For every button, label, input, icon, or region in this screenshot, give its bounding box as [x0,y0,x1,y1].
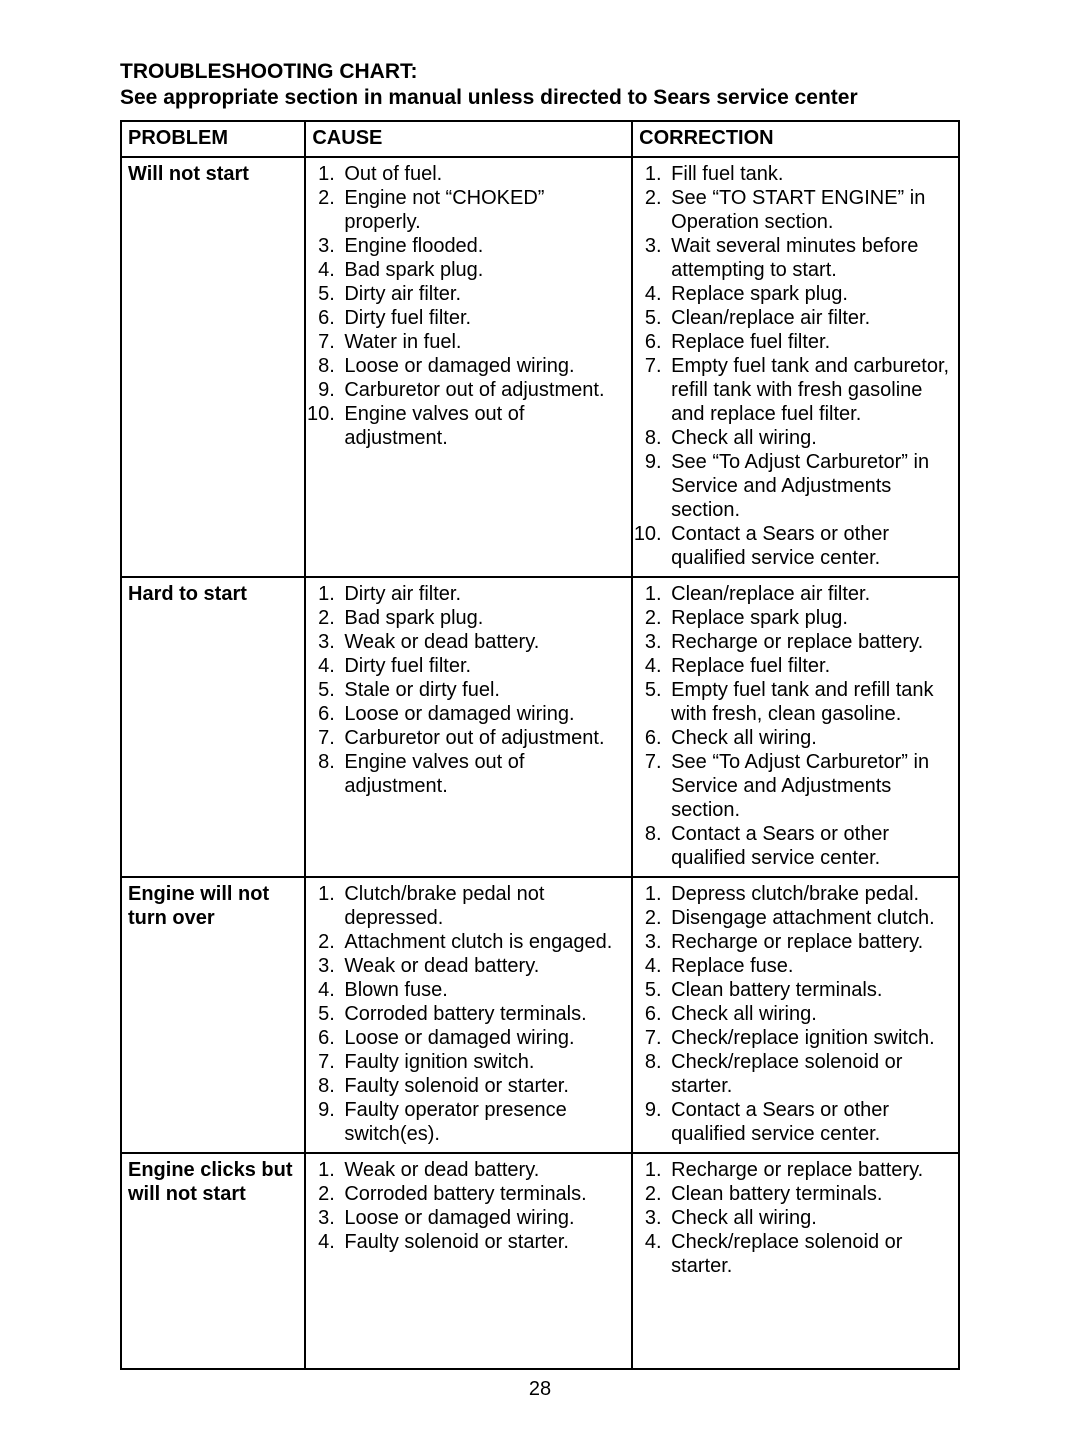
list-item: Fill fuel tank. [667,162,952,186]
cause-cell: Dirty air filter.Bad spark plug.Weak or … [305,577,632,877]
problem-cell: Engine will not turn over [121,877,305,1153]
cause-cell: Weak or dead battery.Corroded battery te… [305,1153,632,1369]
list-item: Loose or damaged wiring. [340,1206,625,1230]
list-item: Out of fuel. [340,162,625,186]
list-item: Loose or damaged wiring. [340,702,625,726]
correction-list: Fill fuel tank.See “TO START ENGINE” in … [639,162,952,570]
cause-list: Out of fuel.Engine not “CHOKED” properly… [312,162,625,450]
troubleshooting-page: TROUBLESHOOTING CHART: See appropriate s… [0,0,1080,1441]
list-item: Recharge or replace battery. [667,1158,952,1182]
problem-cell: Will not start [121,157,305,577]
list-item: Contact a Sears or other qualified servi… [667,522,952,570]
list-item: Loose or damaged wiring. [340,354,625,378]
list-item: Replace spark plug. [667,282,952,306]
correction-list: Depress clutch/brake pedal.Disengage att… [639,882,952,1146]
list-item: Faulty operator presence switch(es). [340,1098,625,1146]
correction-cell: Depress clutch/brake pedal.Disengage att… [632,877,959,1153]
list-item: Bad spark plug. [340,258,625,282]
col-header-problem: PROBLEM [121,121,305,157]
list-item: Dirty air filter. [340,582,625,606]
list-item: See “TO START ENGINE” in Operation secti… [667,186,952,234]
list-item: Check all wiring. [667,426,952,450]
list-item: Replace fuel filter. [667,330,952,354]
cause-list: Weak or dead battery.Corroded battery te… [312,1158,625,1254]
cause-list: Clutch/brake pedal not depressed.Attachm… [312,882,625,1146]
col-header-cause: CAUSE [305,121,632,157]
cause-cell: Clutch/brake pedal not depressed.Attachm… [305,877,632,1153]
list-item: Stale or dirty fuel. [340,678,625,702]
list-item: Replace fuse. [667,954,952,978]
list-item: Loose or damaged wiring. [340,1026,625,1050]
list-item: Dirty fuel filter. [340,654,625,678]
table-row: Hard to startDirty air filter.Bad spark … [121,577,959,877]
list-item: Weak or dead battery. [340,1158,625,1182]
list-item: Clean/replace air filter. [667,306,952,330]
list-item: Corroded battery terminals. [340,1182,625,1206]
list-item: See “To Adjust Carburetor” in Service an… [667,450,952,522]
list-item: Clean battery terminals. [667,978,952,1002]
correction-list: Clean/replace air filter.Replace spark p… [639,582,952,870]
list-item: Depress clutch/brake pedal. [667,882,952,906]
list-item: Replace spark plug. [667,606,952,630]
list-item: Weak or dead battery. [340,954,625,978]
table-row: Engine will not turn overClutch/brake pe… [121,877,959,1153]
list-item: See “To Adjust Carburetor” in Service an… [667,750,952,822]
list-item: Weak or dead battery. [340,630,625,654]
list-item: Replace fuel filter. [667,654,952,678]
list-item: Attachment clutch is engaged. [340,930,625,954]
list-item: Recharge or replace battery. [667,630,952,654]
troubleshooting-table: PROBLEM CAUSE CORRECTION Will not startO… [120,120,960,1370]
list-item: Dirty air filter. [340,282,625,306]
list-item: Check/replace solenoid or starter. [667,1230,952,1278]
page-number: 28 [120,1378,960,1401]
correction-cell: Recharge or replace battery.Clean batter… [632,1153,959,1369]
list-item: Bad spark plug. [340,606,625,630]
problem-cell: Engine clicks but will not start [121,1153,305,1369]
table-row: Will not startOut of fuel.Engine not “CH… [121,157,959,577]
list-item: Blown fuse. [340,978,625,1002]
problem-cell: Hard to start [121,577,305,877]
list-item: Clean/replace air filter. [667,582,952,606]
list-item: Corroded battery terminals. [340,1002,625,1026]
correction-list: Recharge or replace battery.Clean batter… [639,1158,952,1278]
list-item: Carburetor out of adjustment. [340,378,625,402]
list-item: Engine valves out of adjustment. [340,750,625,798]
table-header-row: PROBLEM CAUSE CORRECTION [121,121,959,157]
list-item: Wait several minutes before attempting t… [667,234,952,282]
table-row: Engine clicks but will not startWeak or … [121,1153,959,1369]
list-item: Engine not “CHOKED” properly. [340,186,625,234]
list-item: Recharge or replace battery. [667,930,952,954]
correction-cell: Fill fuel tank.See “TO START ENGINE” in … [632,157,959,577]
list-item: Clean battery terminals. [667,1182,952,1206]
list-item: Check all wiring. [667,726,952,750]
page-title: TROUBLESHOOTING CHART: [120,60,960,84]
list-item: Check all wiring. [667,1002,952,1026]
list-item: Engine valves out of adjustment. [340,402,625,450]
correction-cell: Clean/replace air filter.Replace spark p… [632,577,959,877]
list-item: Empty fuel tank and carburetor, refill t… [667,354,952,426]
list-item: Faulty ignition switch. [340,1050,625,1074]
list-item: Engine flooded. [340,234,625,258]
col-header-correction: CORRECTION [632,121,959,157]
list-item: Carburetor out of adjustment. [340,726,625,750]
list-item: Dirty fuel filter. [340,306,625,330]
list-item: Contact a Sears or other qualified servi… [667,1098,952,1146]
list-item: Empty fuel tank and refill tank with fre… [667,678,952,726]
cause-list: Dirty air filter.Bad spark plug.Weak or … [312,582,625,798]
page-subtitle: See appropriate section in manual unless… [120,86,960,110]
list-item: Check/replace solenoid or starter. [667,1050,952,1098]
list-item: Faulty solenoid or starter. [340,1074,625,1098]
list-item: Disengage attachment clutch. [667,906,952,930]
list-item: Check/replace ignition switch. [667,1026,952,1050]
list-item: Water in fuel. [340,330,625,354]
list-item: Check all wiring. [667,1206,952,1230]
cause-cell: Out of fuel.Engine not “CHOKED” properly… [305,157,632,577]
list-item: Faulty solenoid or starter. [340,1230,625,1254]
list-item: Clutch/brake pedal not depressed. [340,882,625,930]
list-item: Contact a Sears or other qualified servi… [667,822,952,870]
